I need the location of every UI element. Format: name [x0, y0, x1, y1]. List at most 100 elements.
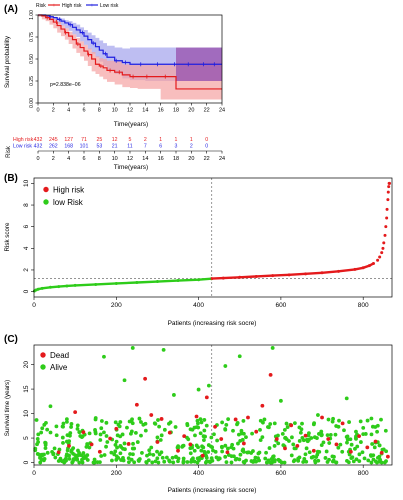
high-risk-point — [385, 207, 389, 211]
alive-point — [71, 451, 75, 456]
alive-point — [382, 460, 387, 465]
km-legend: Risk + High risk + Low risk — [36, 3, 119, 9]
dead-point — [134, 402, 139, 407]
alive-point — [354, 457, 359, 462]
risk-table-cell: 245 — [49, 137, 58, 143]
alive-point — [143, 421, 148, 426]
risk-table-cell: 127 — [64, 137, 73, 143]
alive-point — [39, 457, 44, 462]
alive-point — [366, 458, 371, 463]
alive-point — [316, 413, 320, 417]
alive-point — [354, 429, 358, 434]
alive-point — [69, 425, 73, 429]
alive-point — [162, 427, 167, 432]
risk-table-tick-label: 2 — [52, 156, 55, 162]
dead-point — [81, 430, 86, 435]
alive-point — [361, 425, 366, 430]
alive-point — [93, 431, 98, 436]
dead-point — [149, 413, 154, 417]
dead-point — [97, 449, 102, 454]
alive-point — [125, 425, 129, 430]
dead-point — [365, 445, 370, 450]
alive-point — [121, 458, 126, 463]
alive-point — [112, 452, 117, 457]
alive-point — [162, 459, 167, 464]
alive-point — [201, 445, 206, 450]
alive-point — [257, 450, 262, 455]
alive-point — [229, 454, 234, 459]
alive-point — [147, 452, 152, 456]
alive-point — [377, 443, 382, 448]
alive-point — [333, 432, 338, 437]
alive-point — [202, 418, 207, 422]
alive-point — [357, 459, 362, 464]
survival-x-tick-label: 600 — [275, 470, 286, 477]
km-x-tick-label: 12 — [127, 108, 133, 114]
km-x-tick-label: 0 — [36, 108, 39, 114]
alive-point — [369, 416, 374, 421]
dead-point — [320, 415, 324, 420]
alive-point — [189, 457, 194, 462]
survival-x-tick-label: 400 — [193, 470, 204, 477]
dead-point — [246, 415, 250, 420]
alive-point — [61, 421, 66, 426]
alive-point — [272, 421, 277, 426]
alive-point — [34, 418, 39, 422]
alive-point — [110, 458, 114, 463]
panel-b-label: (B) — [4, 173, 18, 184]
alive-point — [291, 442, 296, 447]
survival-x-tick-label: 200 — [111, 470, 122, 477]
dead-point — [289, 423, 294, 428]
alive-point — [375, 423, 380, 428]
km-pvalue: p=2.838e−06 — [50, 82, 81, 88]
km-y-tick-label: 0.00 — [29, 98, 35, 108]
alive-point — [48, 430, 53, 435]
alive-point — [368, 453, 373, 457]
alive-point — [118, 451, 123, 456]
alive-point — [319, 443, 324, 447]
alive-point — [67, 453, 72, 458]
alive-point — [137, 416, 142, 421]
risk-score-y-tick-label: 2 — [23, 268, 30, 272]
alive-point — [75, 423, 80, 428]
alive-point — [99, 454, 104, 458]
risk-score-x-tick-label: 200 — [111, 302, 122, 309]
alive-point — [173, 425, 178, 429]
survival-status-x-label: Patients (increasing risk socre) — [168, 487, 257, 494]
km-curves — [38, 14, 222, 90]
alive-point — [61, 441, 65, 445]
alive-point — [316, 458, 321, 463]
legend-low-risk-label: low Risk — [53, 198, 84, 207]
alive-point — [328, 432, 333, 437]
km-y-axis-label: Survival probability — [4, 35, 11, 88]
alive-point — [99, 426, 104, 431]
alive-point — [190, 427, 195, 432]
dead-point — [176, 448, 180, 453]
risk-score-x-label: Patients (increasing risk socre) — [168, 320, 257, 327]
alive-point — [236, 441, 240, 446]
dead-point — [373, 439, 378, 444]
alive-point — [280, 431, 285, 436]
risk-table-cell: 6 — [159, 144, 162, 150]
alive-point — [220, 449, 225, 454]
alive-point — [325, 460, 330, 464]
alive-point — [245, 450, 250, 455]
alive-point — [303, 452, 308, 457]
km-x-tick-label: 10 — [112, 108, 118, 114]
alive-point — [315, 449, 320, 454]
alive-point — [353, 446, 357, 451]
alive-point — [161, 347, 166, 352]
km-y-tick-label: 0.50 — [29, 54, 35, 64]
alive-point — [98, 432, 103, 437]
alive-point — [213, 449, 218, 454]
alive-point — [158, 438, 163, 442]
alive-point — [331, 416, 335, 421]
legend-high-risk-dot — [43, 186, 49, 193]
dead-point — [155, 440, 160, 444]
alive-point — [130, 346, 135, 350]
alive-point — [336, 445, 341, 450]
alive-point — [80, 460, 85, 465]
dead-point — [274, 437, 279, 441]
dead-point — [385, 454, 390, 459]
